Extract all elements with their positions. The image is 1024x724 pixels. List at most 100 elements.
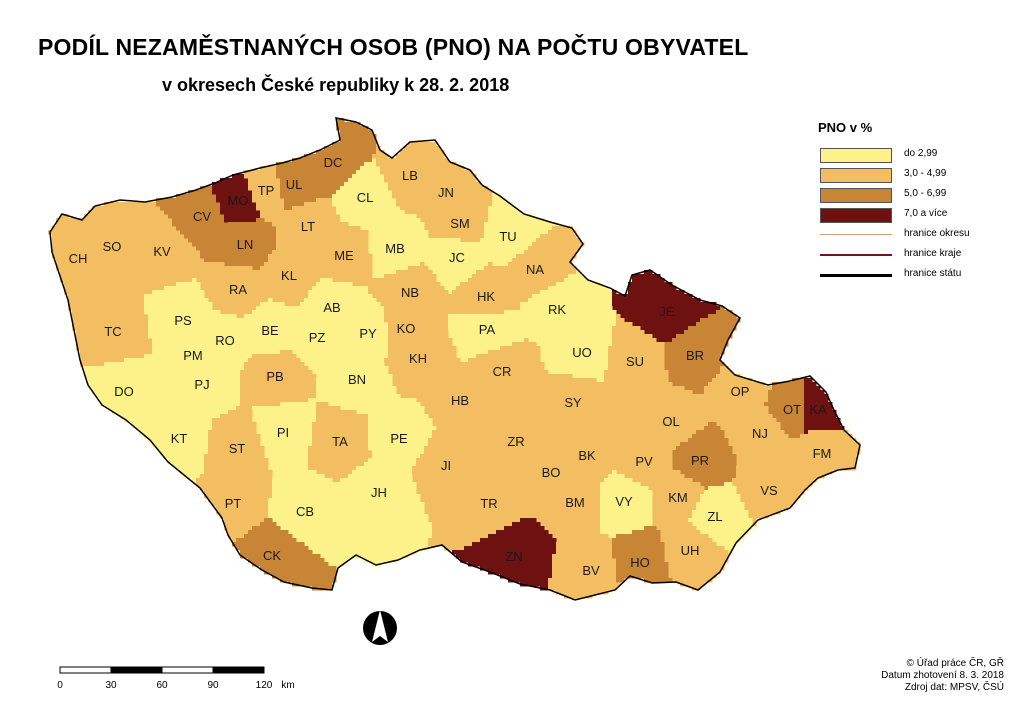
district-label-nb: NB: [401, 285, 419, 300]
scale-tick-label: 30: [105, 680, 117, 691]
district-su: [604, 314, 669, 411]
district-ho: [612, 526, 673, 583]
district-label-zl: ZL: [707, 509, 722, 524]
district-label-bo: BO: [542, 465, 561, 480]
district-label-lt: LT: [301, 219, 315, 234]
district-ka: [804, 378, 845, 435]
district-label-su: SU: [626, 354, 644, 369]
state-border: [49, 117, 861, 601]
legend-swatch: [820, 208, 892, 223]
district-pi: [252, 398, 317, 479]
legend-line-region: [820, 254, 892, 256]
legend-line-district: [820, 234, 892, 235]
district-label-ka: KA: [809, 402, 827, 417]
district-ol: [620, 382, 713, 451]
district-pb: [240, 350, 317, 411]
district-label-bv: BV: [582, 563, 600, 578]
district-vy: [600, 470, 653, 539]
district-label-jh: JH: [371, 485, 387, 500]
district-ln: [204, 218, 277, 271]
legend-swatch: [820, 168, 892, 183]
district-label-hb: HB: [451, 393, 469, 408]
district-label-pv: PV: [635, 454, 653, 469]
district-label-op: OP: [731, 384, 750, 399]
legend-swatch: [820, 188, 892, 203]
district-label-ji: JI: [441, 458, 451, 473]
district-na: [504, 226, 585, 303]
district-label-pz: PZ: [309, 330, 326, 345]
district-label-lb: LB: [402, 168, 418, 183]
district-sy: [532, 370, 621, 435]
district-label-sm: SM: [450, 216, 470, 231]
legend-item: hranice okresu: [818, 225, 1008, 245]
district-label-nj: NJ: [752, 426, 768, 441]
district-cb: [268, 470, 357, 567]
district-label-pi: PI: [277, 425, 289, 440]
scale-tick-label: 120: [255, 680, 273, 691]
scale-tick-label: 0: [57, 680, 63, 691]
district-label-uh: UH: [681, 543, 700, 558]
district-label-bk: BK: [578, 448, 596, 463]
district-label-kv: KV: [153, 244, 171, 259]
district-ab: [296, 278, 369, 331]
district-nj: [720, 406, 793, 467]
district-label-mb: MB: [385, 241, 405, 256]
district-ta: [308, 402, 373, 483]
district-ot: [764, 378, 805, 439]
district-label-km: KM: [668, 490, 688, 505]
district-so: [84, 202, 141, 291]
legend-item: 3,0 - 4,99: [818, 165, 1008, 185]
legend-title: PNO v %: [818, 120, 873, 135]
district-pe: [368, 394, 437, 475]
district-label-so: SO: [103, 239, 122, 254]
district-nb: [368, 262, 449, 315]
district-label-st: ST: [229, 441, 246, 456]
scale-bar: [59, 666, 265, 674]
district-label-dc: DC: [324, 155, 343, 170]
district-tu: [480, 194, 557, 267]
legend-label: 7,0 a více: [904, 208, 948, 219]
district-bm: [532, 478, 601, 543]
district-op: [700, 366, 773, 427]
district-uo: [540, 306, 617, 383]
district-zr: [476, 402, 553, 479]
district-do: [84, 354, 165, 431]
district-tr: [428, 466, 533, 551]
district-kt: [140, 402, 213, 483]
district-label-zn: ZN: [505, 549, 522, 564]
district-sm: [424, 190, 493, 243]
district-ul: [276, 158, 329, 211]
district-label-ko: KO: [397, 321, 416, 336]
district-label-pb: PB: [266, 369, 283, 384]
legend-item: do 2,99: [818, 145, 1008, 165]
district-label-me: ME: [334, 248, 354, 263]
district-tp: [244, 166, 285, 223]
district-pj: [164, 366, 241, 419]
legend-item: hranice kraje: [818, 245, 1008, 265]
district-label-mo: MO: [228, 193, 249, 208]
district-pm: [148, 334, 217, 379]
district-label-vs: VS: [760, 483, 778, 498]
district-label-bm: BM: [565, 495, 585, 510]
legend-label: 3,0 - 4,99: [904, 168, 947, 179]
district-label-tu: TU: [499, 229, 516, 244]
district-label-jn: JN: [438, 185, 454, 200]
district-label-pj: PJ: [194, 377, 209, 392]
legend-label: hranice okresu: [904, 228, 970, 239]
district-label-sy: SY: [564, 395, 582, 410]
legend-label: hranice kraje: [904, 248, 962, 259]
district-je: [612, 270, 721, 343]
district-br: [664, 306, 741, 395]
scale-unit: km: [281, 680, 295, 691]
map-title: PODÍL NEZAMĚSTNANÝCH OSOB (PNO) NA POČTU…: [38, 34, 749, 60]
district-tc: [68, 290, 153, 367]
legend-item: 7,0 a více: [818, 205, 1008, 225]
district-ko: [384, 306, 449, 351]
district-pz: [292, 310, 345, 379]
district-be: [244, 298, 297, 355]
district-ro: [204, 310, 253, 375]
scale-tick-label: 90: [207, 680, 219, 691]
district-lt: [272, 198, 341, 255]
district-label-jc: JC: [449, 250, 465, 265]
district-label-zr: ZR: [507, 434, 524, 449]
